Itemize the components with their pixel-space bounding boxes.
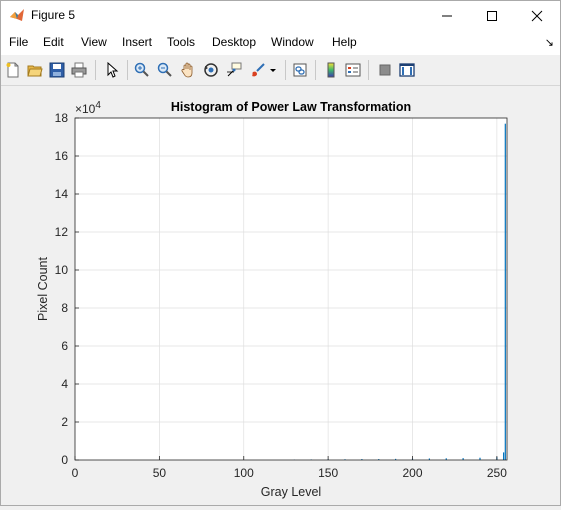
y-exponent-power: 4	[95, 100, 101, 111]
link-plot-icon	[292, 62, 308, 78]
show-plot-tools-icon	[399, 62, 415, 78]
rotate-3d-icon	[203, 62, 219, 78]
minimize-button[interactable]	[424, 1, 470, 31]
zoom-out-button[interactable]	[155, 60, 175, 80]
y-exponent-label: ×104	[75, 100, 101, 116]
menu-edit[interactable]: Edit	[43, 35, 64, 49]
save-button[interactable]	[47, 60, 67, 80]
colorbar-icon	[323, 62, 339, 78]
menu-desktop[interactable]: Desktop	[212, 35, 256, 49]
brush-dropdown[interactable]	[267, 60, 279, 80]
legend-icon	[345, 62, 361, 78]
y-tick-label: 18	[55, 111, 69, 125]
toolbar-separator	[285, 60, 286, 80]
link-plot-button[interactable]	[290, 60, 310, 80]
brush-icon	[250, 62, 266, 78]
x-axis-label: Gray Level	[261, 485, 321, 499]
toolbar-separator	[95, 60, 96, 80]
histogram-chart[interactable]: 0 50 100 150 200 250 0 2 4 6 8 10 12 14 16 18 Histogra…	[1, 87, 560, 505]
legend-button[interactable]	[343, 60, 363, 80]
maximize-button[interactable]	[469, 1, 515, 31]
chevron-down-icon	[269, 62, 277, 78]
figure-toolbar	[1, 55, 560, 86]
dock-arrow-icon[interactable]: ↘	[545, 36, 554, 49]
histogram-bar	[503, 452, 504, 460]
open-file-icon	[27, 62, 43, 78]
plot-area: 0 50 100 150 200 250 0 2 4 6 8 10 12 14 16 18 Histogra…	[1, 87, 560, 505]
y-exponent-base: ×10	[75, 102, 96, 116]
y-tick-label: 14	[55, 187, 69, 201]
toolbar-separator	[368, 60, 369, 80]
y-tick-label: 12	[55, 225, 69, 239]
hide-plot-tools-icon	[377, 62, 393, 78]
zoom-in-icon	[134, 62, 150, 78]
zoom-out-icon	[157, 62, 173, 78]
matlab-logo-icon	[9, 7, 25, 23]
pointer-icon	[104, 62, 120, 78]
pan-icon	[180, 62, 196, 78]
axes-background	[75, 118, 507, 460]
x-tick-label: 250	[487, 466, 507, 480]
print-button[interactable]	[69, 60, 89, 80]
pan-button[interactable]	[178, 60, 198, 80]
x-tick-label: 0	[72, 466, 79, 480]
x-tick-label: 200	[402, 466, 422, 480]
colorbar-button[interactable]	[321, 60, 341, 80]
y-tick-label: 8	[61, 301, 68, 315]
data-cursor-button[interactable]	[224, 60, 244, 80]
close-button[interactable]	[514, 1, 560, 31]
x-tick-label: 50	[153, 466, 167, 480]
pointer-button[interactable]	[102, 60, 122, 80]
y-tick-label: 4	[61, 377, 68, 391]
x-tick-label: 100	[234, 466, 254, 480]
menu-help[interactable]: Help	[332, 35, 357, 49]
data-cursor-icon	[226, 62, 242, 78]
open-file-button[interactable]	[25, 60, 45, 80]
toolbar-separator	[127, 60, 128, 80]
y-axis-label: Pixel Count	[36, 257, 50, 321]
menu-insert[interactable]: Insert	[122, 35, 152, 49]
histogram-bar	[505, 124, 506, 460]
zoom-in-button[interactable]	[132, 60, 152, 80]
menu-tools[interactable]: Tools	[167, 35, 195, 49]
close-icon	[531, 10, 543, 22]
chart-title: Histogram of Power Law Transformation	[171, 100, 411, 114]
menu-window[interactable]: Window	[271, 35, 314, 49]
new-figure-icon	[5, 62, 21, 78]
show-plot-tools-button[interactable]	[397, 60, 417, 80]
window-title: Figure 5	[31, 8, 75, 22]
x-tick-label: 150	[318, 466, 338, 480]
print-icon	[71, 62, 87, 78]
y-tick-label: 2	[61, 415, 68, 429]
new-figure-button[interactable]	[3, 60, 23, 80]
hide-plot-tools-button[interactable]	[375, 60, 395, 80]
menu-view[interactable]: View	[81, 35, 107, 49]
toolbar-separator	[315, 60, 316, 80]
maximize-icon	[486, 10, 498, 22]
minimize-icon	[441, 10, 453, 22]
menu-bar: File Edit View Insert Tools Desktop Wind…	[1, 31, 560, 55]
menu-file[interactable]: File	[9, 35, 28, 49]
y-tick-label: 6	[61, 339, 68, 353]
save-icon	[49, 62, 65, 78]
y-tick-label: 10	[55, 263, 69, 277]
title-bar: Figure 5	[1, 1, 560, 31]
y-tick-label: 0	[61, 453, 68, 467]
y-tick-label: 16	[55, 149, 69, 163]
brush-button[interactable]	[248, 60, 268, 80]
rotate-3d-button[interactable]	[201, 60, 221, 80]
